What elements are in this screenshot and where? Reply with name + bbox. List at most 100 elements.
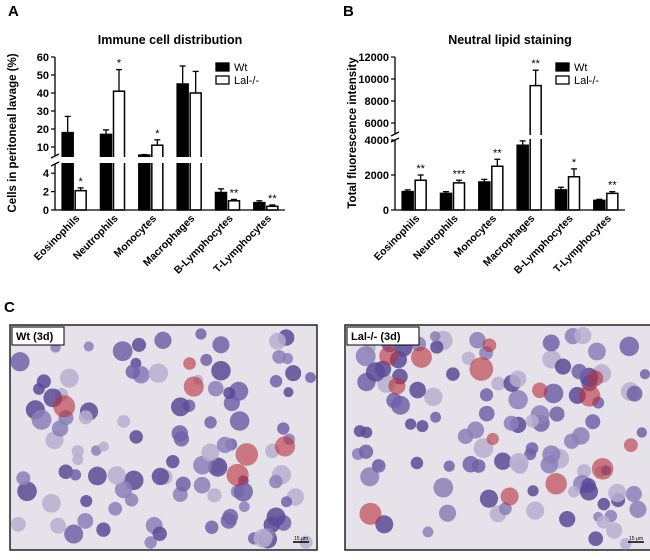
cell	[358, 444, 374, 459]
y-axis-label: Cells in peritoneal lavage (%)	[7, 53, 19, 212]
lipid-stain	[274, 436, 296, 457]
cell	[212, 336, 230, 354]
y-tick-label: 0	[383, 205, 389, 217]
bar	[99, 133, 113, 211]
cell	[193, 476, 211, 494]
cell	[201, 443, 220, 462]
cell	[494, 452, 512, 470]
cell	[574, 327, 592, 345]
panel-label: A	[8, 3, 19, 20]
cell	[151, 467, 170, 486]
cell	[606, 522, 623, 539]
bar	[227, 200, 241, 211]
y-tick-label: 50	[37, 70, 49, 82]
significance: **	[268, 193, 277, 205]
cell	[285, 365, 302, 382]
cell	[78, 410, 93, 425]
cell	[462, 455, 480, 473]
cell	[223, 394, 240, 412]
cell	[171, 425, 189, 442]
cell	[171, 397, 190, 417]
cell	[509, 452, 529, 473]
cell	[619, 538, 632, 550]
legend-label: Wt	[234, 62, 247, 74]
cell	[204, 416, 217, 429]
cell	[503, 415, 519, 431]
cell	[10, 352, 30, 372]
bar	[491, 165, 504, 211]
cell	[175, 476, 191, 492]
cell	[211, 361, 231, 381]
cell	[585, 414, 601, 430]
cell	[433, 477, 454, 498]
lipid-stain	[183, 357, 196, 370]
lipid-stain	[623, 438, 638, 453]
cell	[429, 331, 441, 342]
bar	[478, 181, 491, 211]
cell	[568, 485, 580, 498]
cell	[542, 334, 560, 352]
legend-label: Wt	[574, 62, 587, 74]
cell	[540, 455, 559, 474]
bar	[529, 84, 542, 211]
lipid-stain	[591, 458, 614, 480]
legend-swatch	[555, 62, 570, 72]
cell	[83, 341, 94, 352]
cell	[72, 453, 84, 466]
bar	[138, 154, 151, 211]
cell	[525, 414, 539, 428]
significance: ***	[453, 168, 467, 180]
cell	[629, 500, 647, 518]
lipid-stain	[486, 432, 499, 446]
bar	[516, 144, 529, 211]
significance: **	[230, 187, 239, 199]
cell	[508, 390, 528, 410]
significance: *	[117, 58, 122, 70]
cell	[625, 485, 642, 503]
cell	[112, 341, 133, 362]
lipid-stain	[469, 357, 494, 381]
cell	[59, 368, 79, 388]
cell	[422, 526, 434, 538]
image-label: Wt (3d)	[16, 331, 54, 343]
lipid-stain	[235, 443, 259, 466]
cell	[107, 466, 126, 485]
scale-label: 15 µm	[294, 536, 308, 542]
lipid-stain	[226, 463, 249, 487]
cell	[132, 337, 146, 352]
cell	[479, 388, 494, 402]
cell	[17, 481, 37, 502]
cell	[69, 469, 82, 481]
bar	[567, 176, 581, 211]
cell	[125, 364, 140, 379]
cell	[527, 485, 539, 497]
cell	[469, 331, 486, 349]
lipid-stain	[379, 346, 399, 366]
y-tick-label: 2000	[365, 170, 389, 182]
lipid-stain	[359, 502, 382, 525]
axis-break-gap	[389, 135, 625, 139]
y-axis-label: Total fluorescence intensity	[347, 57, 359, 209]
bar	[61, 131, 74, 211]
cell	[208, 457, 228, 477]
cell	[416, 420, 429, 433]
cell	[229, 411, 250, 431]
cell	[569, 390, 582, 402]
cell	[424, 387, 443, 407]
cell	[608, 483, 627, 503]
cell	[277, 422, 290, 435]
y-tick-label: 40	[37, 88, 49, 100]
cell	[280, 496, 293, 508]
cell	[559, 511, 576, 528]
cell	[405, 418, 417, 430]
cell	[355, 346, 376, 367]
cell	[207, 488, 222, 503]
significance: *	[572, 157, 577, 169]
bar	[189, 92, 202, 211]
cell	[108, 501, 123, 516]
bar	[606, 192, 619, 211]
axis-break-mark	[50, 153, 60, 159]
lipid-stain	[411, 346, 432, 368]
bar	[414, 179, 427, 211]
